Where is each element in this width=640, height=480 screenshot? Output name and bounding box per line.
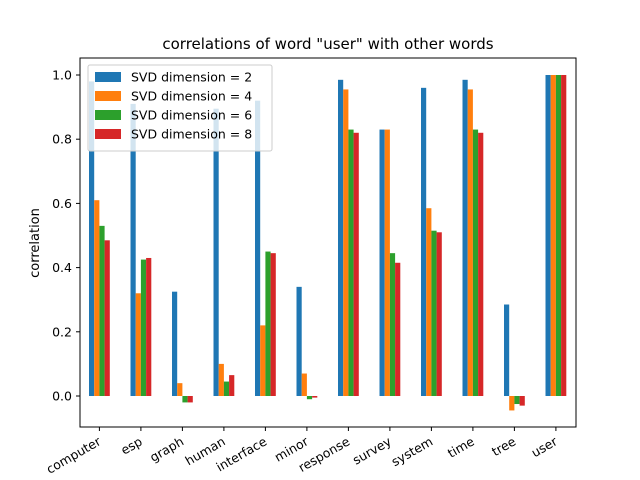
bar-minor-series-4: [312, 396, 318, 398]
bar-response-series-3: [348, 129, 354, 396]
legend-swatch-series-4: [95, 129, 121, 139]
bar-tree-series-1: [504, 304, 510, 396]
bar-user-series-4: [561, 75, 567, 396]
bar-interface-series-1: [255, 100, 261, 397]
bar-survey-series-4: [395, 262, 401, 396]
x-tick-label-survey: survey: [350, 433, 394, 467]
bar-time-series-1: [462, 79, 468, 396]
bar-human-series-1: [213, 108, 219, 396]
bar-survey-series-3: [389, 253, 396, 396]
y-tick-label: 0.2: [52, 324, 72, 339]
bar-graph-series-1: [172, 291, 178, 396]
bar-user-series-2: [550, 75, 556, 396]
bar-graph-series-4: [187, 396, 193, 403]
bar-esp-series-1: [130, 103, 136, 396]
bar-user-series-3: [555, 75, 562, 396]
y-axis: 0.0 0.2 0.4 0.6 0.8 1.0: [52, 68, 80, 404]
bar-computer-series-1: [89, 81, 95, 397]
legend-swatch-series-1: [95, 72, 121, 82]
bar-system-series-4: [436, 232, 442, 396]
chart-title: correlations of word "user" with other w…: [162, 35, 493, 53]
legend-swatch-series-3: [95, 110, 121, 120]
legend-swatch-series-2: [95, 91, 121, 101]
bar-tree-series-3: [514, 396, 520, 405]
plot-frame: [79, 57, 577, 428]
x-tick-label-graph: graph: [147, 434, 186, 465]
bar-human-series-4: [229, 375, 235, 396]
bar-response-series-4: [353, 132, 359, 396]
bar-time-series-4: [478, 132, 484, 396]
y-axis-label: correlation: [28, 208, 43, 278]
bar-computer-series-2: [94, 200, 100, 396]
y-tick-label: 0.4: [52, 260, 72, 275]
legend-box: [87, 64, 273, 152]
x-tick-label-computer: computer: [44, 433, 104, 477]
y-tick-label: 0.8: [52, 132, 72, 147]
y-tick-label: 0.6: [52, 196, 72, 211]
legend-label-series-3: SVD dimension = 6: [131, 108, 252, 123]
bar-human-series-2: [218, 363, 224, 396]
x-tick-label-time: time: [445, 433, 477, 460]
y-tick-label: 0.0: [52, 389, 72, 404]
bar-tree-series-2: [509, 396, 515, 411]
bar-time-series-2: [467, 89, 473, 396]
y-tick-label: 1.0: [52, 68, 72, 83]
legend-label-series-1: SVD dimension = 2: [131, 70, 252, 85]
bar-system-series-3: [431, 230, 437, 396]
bar-survey-series-1: [379, 129, 385, 396]
bar-esp-series-3: [140, 259, 147, 396]
bar-system-series-2: [426, 208, 432, 396]
bar-user-series-1: [545, 75, 551, 396]
bar-interface-series-4: [270, 253, 276, 396]
bar-minor-series-3: [306, 396, 313, 400]
bar-minor-series-2: [301, 373, 307, 396]
bar-response-series-1: [338, 79, 344, 396]
bar-computer-series-3: [99, 225, 105, 396]
x-tick-label-user: user: [529, 433, 561, 460]
legend-label-series-4: SVD dimension = 8: [131, 127, 252, 142]
bar-graph-series-3: [182, 396, 188, 403]
x-tick-label-tree: tree: [489, 433, 519, 459]
bar-interface-series-2: [260, 325, 266, 396]
bar-human-series-3: [223, 381, 230, 396]
bar-survey-series-2: [384, 129, 390, 396]
bar-graph-series-2: [177, 383, 183, 396]
bar-esp-series-2: [135, 293, 141, 396]
bars-group: [89, 75, 567, 411]
x-tick-label-esp: esp: [118, 434, 145, 458]
bar-time-series-3: [472, 129, 479, 396]
bar-interface-series-3: [265, 251, 271, 396]
bar-esp-series-4: [146, 257, 152, 396]
bar-tree-series-4: [519, 396, 525, 406]
legend: SVD dimension = 2 SVD dimension = 4 SVD di…: [87, 64, 273, 152]
legend-label-series-2: SVD dimension = 4: [131, 89, 252, 104]
bar-minor-series-1: [296, 286, 302, 396]
bar-computer-series-4: [104, 240, 110, 396]
x-tick-label-system: system: [389, 434, 436, 470]
bar-system-series-1: [421, 87, 427, 396]
bar-response-series-2: [343, 89, 349, 396]
